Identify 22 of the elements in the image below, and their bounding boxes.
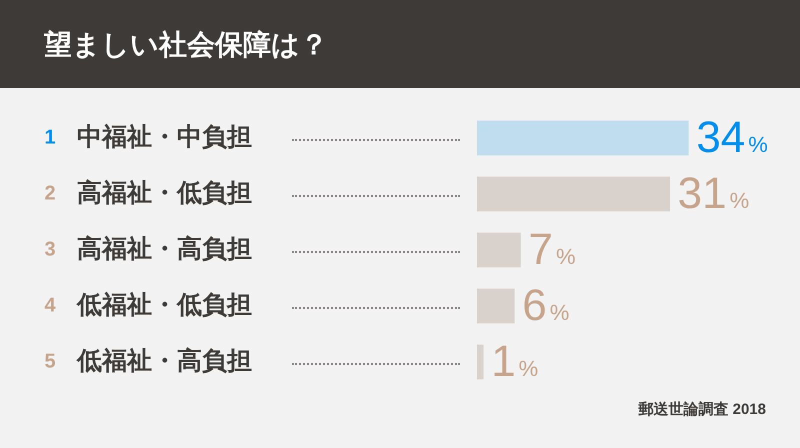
y-tick-label: 高福祉・高負担 bbox=[77, 234, 252, 263]
bar bbox=[477, 232, 521, 268]
text: 1 bbox=[44, 126, 56, 149]
bar bbox=[477, 176, 670, 212]
y-tick-label: 低福祉・高負担 bbox=[76, 346, 252, 375]
text: 郵送世論調査 2018 bbox=[638, 400, 766, 419]
bar bbox=[477, 288, 515, 324]
data-label: 31% bbox=[678, 169, 750, 218]
data-label: 34% bbox=[696, 113, 768, 162]
text: 4 bbox=[44, 294, 56, 317]
y-tick-label: 中福祉・中負担 bbox=[77, 122, 252, 151]
text: 2 bbox=[44, 182, 56, 205]
text: 望ましい社会保障は？ bbox=[44, 28, 328, 62]
data-label: 6% bbox=[522, 281, 570, 330]
data-label: 7% bbox=[528, 225, 576, 274]
bar bbox=[477, 344, 484, 380]
text: 5 bbox=[44, 350, 56, 373]
data-label: 1% bbox=[491, 337, 538, 386]
y-tick-label: 高福祉・低負担 bbox=[77, 178, 252, 207]
y-tick-label: 低福祉・低負担 bbox=[76, 290, 252, 319]
bar bbox=[477, 120, 689, 156]
text: 3 bbox=[44, 238, 56, 261]
